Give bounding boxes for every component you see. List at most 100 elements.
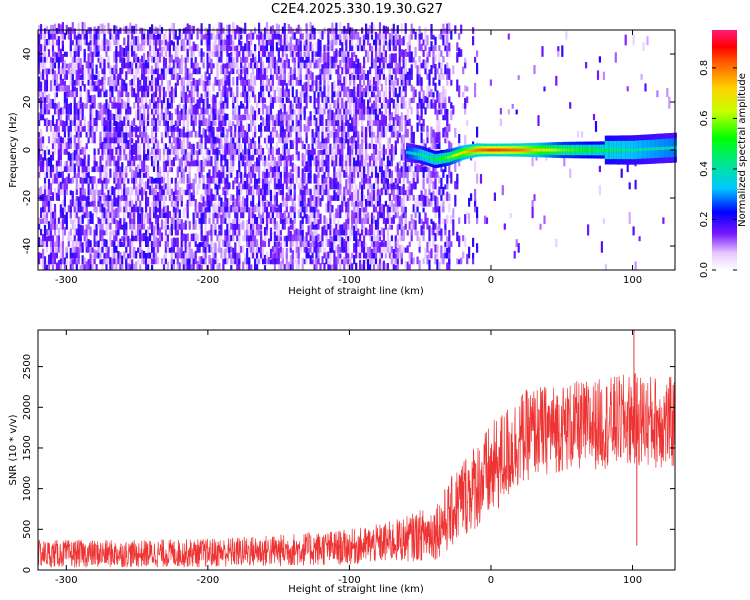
noise-cell [299,61,302,69]
noise-cell [236,129,239,138]
noise-cell [220,166,223,173]
noise-cell [212,255,215,265]
noise-cell [113,138,116,150]
noise-cell [238,46,241,57]
noise-cell [224,173,227,184]
noise-cell [261,92,265,103]
noise-cell [402,134,405,144]
noise-cell [313,206,316,219]
noise-cell [319,141,322,149]
noise-cell [329,214,332,224]
noise-cell [222,39,225,52]
noise-cell [196,202,199,213]
noise-cell [93,152,96,161]
noise-cell [367,124,370,132]
noise-cell [396,224,399,230]
noise-cell [85,207,88,219]
noise-cell [365,249,368,259]
noise-cell [103,195,106,207]
noise-cell [289,139,292,150]
noise-cell [188,244,191,253]
noise-cell [200,218,203,230]
noise-cell [331,178,334,190]
noise-cell [301,33,304,40]
noise-cell [200,117,203,126]
noise-cell [79,66,82,75]
noise-cell [305,31,308,40]
noise-cell [47,180,51,190]
noise-cell [224,68,227,80]
noise-cell [198,201,201,213]
noise-cell [125,172,128,178]
noise-cell [204,252,207,259]
noise-cell [105,124,108,132]
noise-cell [341,138,344,150]
noise-cell [353,215,356,224]
noise-cell [107,59,110,69]
noise-cell [129,255,132,265]
noise-cell [145,202,148,213]
noise-cell [252,135,255,144]
noise-cell [212,116,215,126]
noise-cell [111,86,114,98]
noise-cell [184,220,187,230]
noise-cell [408,77,411,86]
noise-cell [152,27,156,34]
noise-cell [351,210,354,219]
noise-cell [252,53,255,63]
noise-cell [420,32,423,40]
noise-cell [345,219,348,230]
noise-cell [279,136,282,144]
noise-cell [285,61,288,69]
noise-cell [402,49,405,57]
noise-cell [335,133,338,144]
noise-cell [137,45,140,52]
noise-cell [45,195,49,207]
noise-cell [206,52,209,63]
noise-cell [323,44,326,52]
noise-cell [135,230,138,242]
noise-cell [267,201,271,207]
noise-cell [412,178,415,190]
noise-cell [230,235,233,242]
noise-cell [198,67,201,75]
noise-cell [351,226,354,236]
noise-cell [317,103,320,115]
noise-cell [51,178,55,184]
noise-cell [135,125,138,132]
noise-cell [311,202,314,213]
noise-cell [216,234,219,242]
noise-cell [341,259,344,265]
noise-cell [160,258,164,265]
noise-cell [170,67,173,75]
noise-cell [299,220,302,230]
noise-cell [77,224,80,236]
noise-cell [83,69,86,80]
noise-cell [236,205,239,213]
noise-cell [265,48,269,57]
noise-cell [156,144,160,155]
noise-cell [137,183,140,190]
noise-cell [83,116,86,126]
noise-cell [392,126,395,138]
noise-cell [256,179,259,190]
noise-cell [404,49,407,57]
noise-cell [67,237,70,247]
noise-cell [188,71,191,80]
noise-cell [141,253,144,265]
noise-cell [400,234,403,242]
noise-cell [369,258,372,265]
noise-cell [305,253,308,265]
noise-cell [317,115,320,126]
noise-cell [61,257,64,265]
noise-cell [370,212,374,219]
noise-cell [156,244,160,253]
noise-cell [295,239,298,247]
noise-cell [57,66,60,75]
noise-cell [315,117,318,126]
noise-cell [345,73,348,86]
noise-cell [299,96,302,103]
noise-cell [152,69,156,75]
noise-cell [325,132,328,144]
noise-cell [410,163,413,173]
